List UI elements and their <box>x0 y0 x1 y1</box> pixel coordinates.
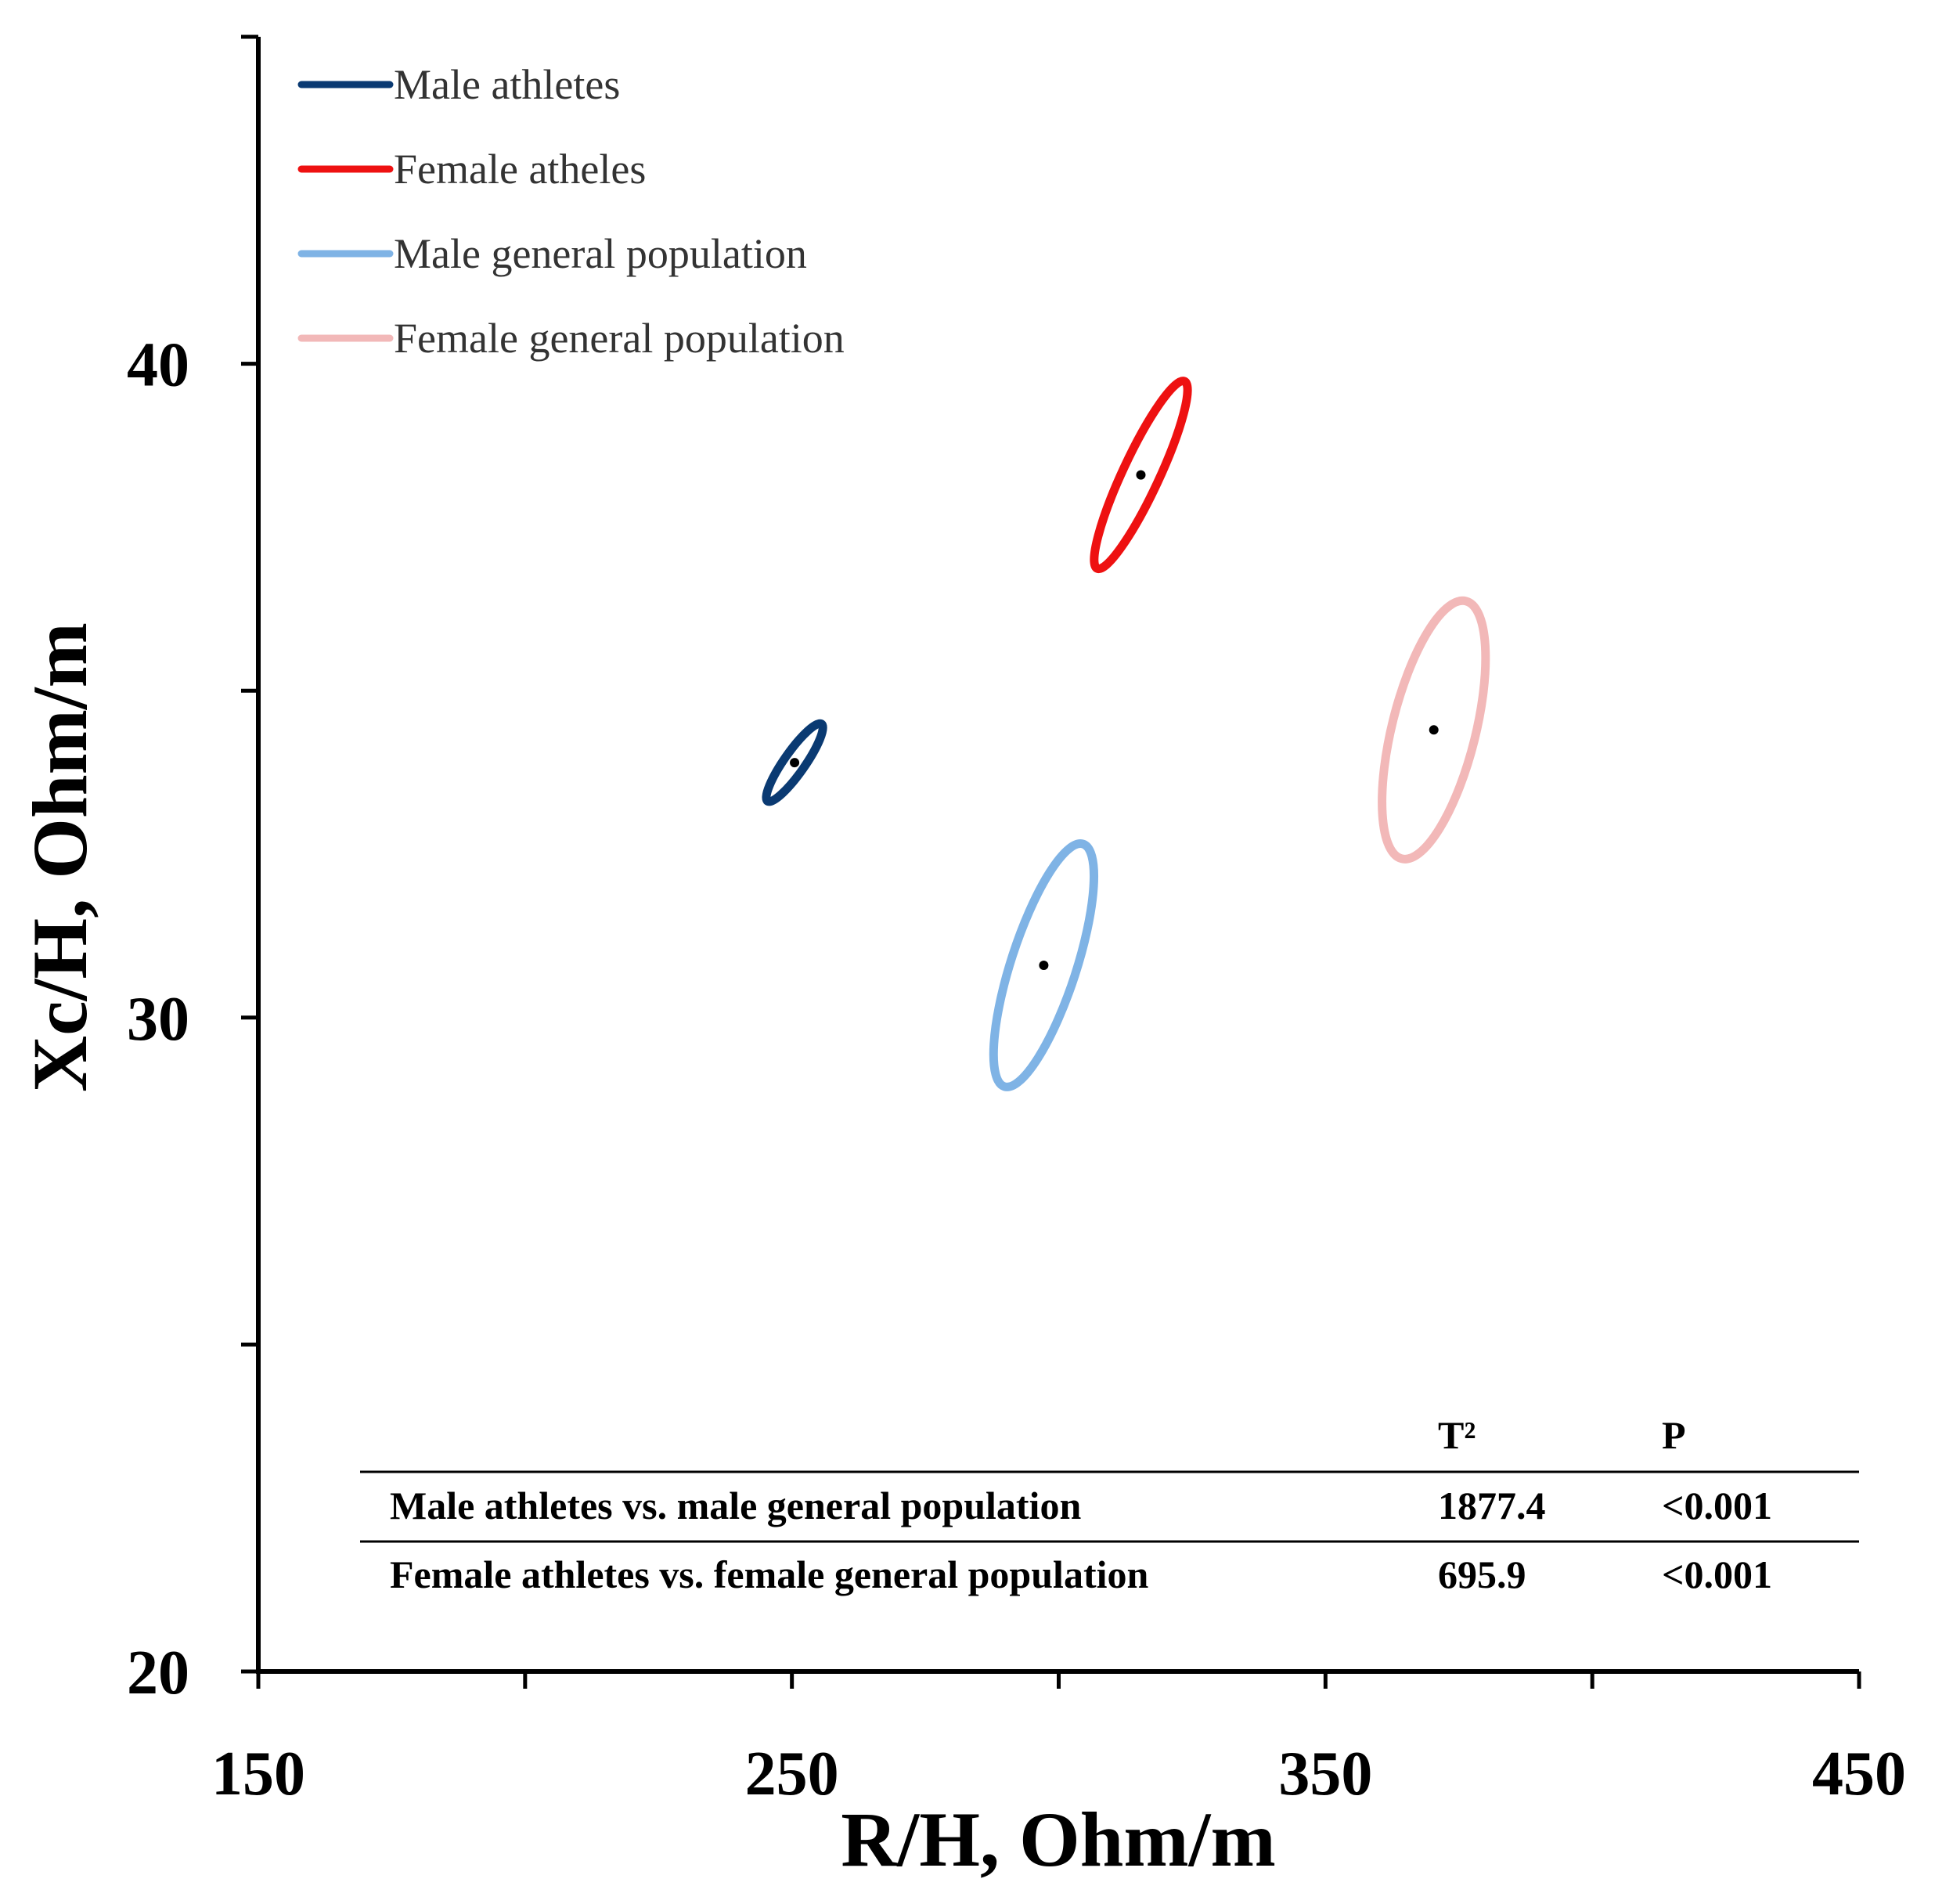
ellipses-layer <box>762 377 1490 1091</box>
legend-label-female-atheles: Female atheles <box>394 146 646 193</box>
y-axis-title: Xc/H, Ohm/m <box>16 622 103 1092</box>
ellipse-female-atheles <box>1090 377 1192 574</box>
ellipse-male-athletes <box>762 719 827 806</box>
x-tick-label-450: 450 <box>1812 1740 1906 1808</box>
legend-label-male-general-population: Male general population <box>394 230 807 277</box>
legend-label-male-athletes: Male athletes <box>394 61 620 108</box>
x-tick-label-350: 350 <box>1278 1740 1372 1808</box>
y-tick-label-20: 20 <box>127 1639 189 1707</box>
table-cell-r1-c0: Female athletes vs. female general popul… <box>390 1552 1148 1596</box>
center-point-female-atheles <box>1136 470 1146 480</box>
table-cell-r1-c2: <0.001 <box>1662 1552 1772 1596</box>
x-axis-title: R/H, Ohm/m <box>841 1796 1276 1883</box>
center-point-female-general-population <box>1429 725 1439 735</box>
center-point-male-general-population <box>1039 960 1049 970</box>
legend: Male athletes Female atheles Male general … <box>297 61 845 362</box>
x-tick-label-250: 250 <box>745 1740 839 1808</box>
table-cell-r1-c1: 695.9 <box>1438 1552 1526 1596</box>
table-cell-r0-c2: <0.001 <box>1662 1484 1772 1527</box>
center-point-male-athletes <box>790 758 800 768</box>
x-ticks: 150 250 350 450 <box>211 1671 1906 1808</box>
y-ticks: 20 30 40 <box>127 34 258 1707</box>
legend-label-female-general-population: Female general population <box>394 315 845 362</box>
table-header-2: P <box>1662 1413 1686 1457</box>
table-header-1: T² <box>1438 1413 1476 1457</box>
table-cell-r0-c1: 1877.4 <box>1438 1484 1546 1527</box>
axes: 150 250 350 450 20 30 40 <box>127 34 1906 1808</box>
table-cell-r0-c0: Male athletes vs. male general populatio… <box>390 1484 1081 1527</box>
y-tick-label-40: 40 <box>127 331 189 400</box>
stats-table: T² P Male athletes vs. male general popula… <box>360 1413 1859 1596</box>
x-tick-label-150: 150 <box>211 1740 305 1808</box>
y-tick-label-30: 30 <box>127 985 189 1054</box>
ellipse-female-general-population <box>1378 596 1490 864</box>
ellipse-male-general-population <box>989 839 1099 1091</box>
